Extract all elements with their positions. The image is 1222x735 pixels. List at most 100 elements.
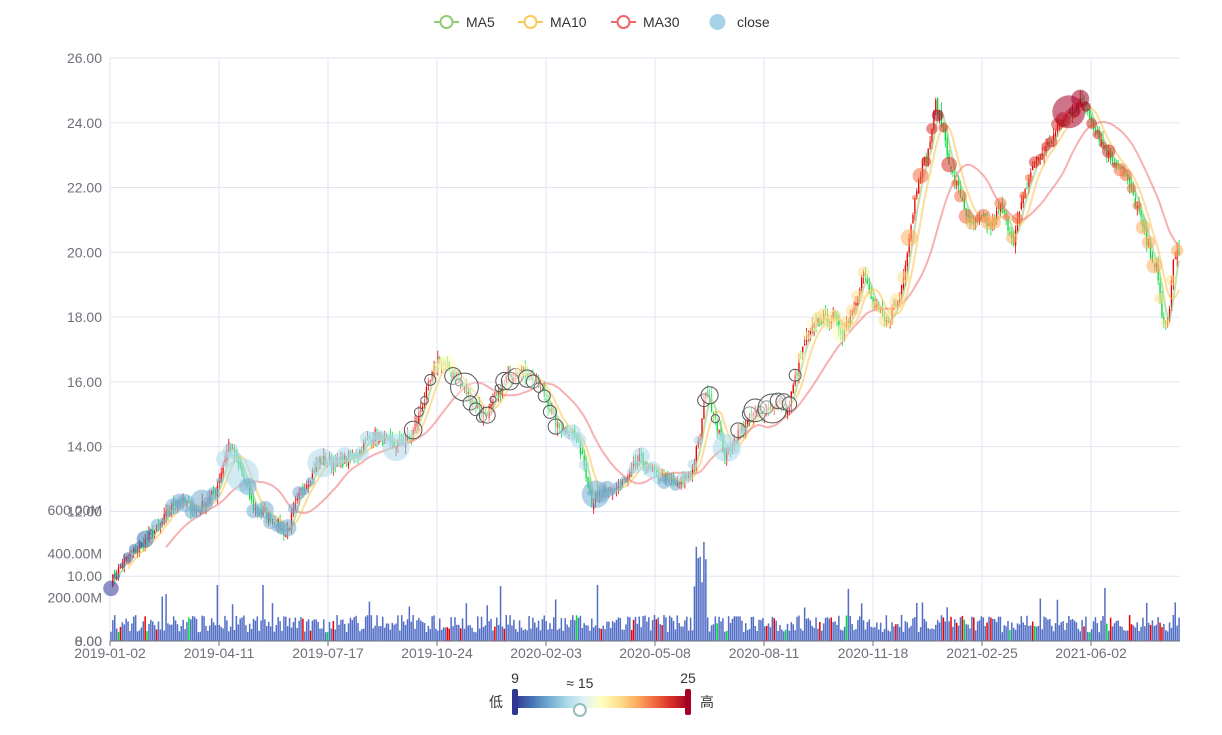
volume-bar <box>397 615 399 641</box>
volume-bar <box>1170 627 1173 641</box>
legend-item-ma10[interactable]: MA10 <box>518 14 587 30</box>
volume-bar <box>450 617 452 641</box>
volume-bar <box>336 615 338 641</box>
close-bubble <box>542 404 558 419</box>
volume-bar <box>773 618 775 641</box>
volume-bar <box>898 626 901 641</box>
volume-bar <box>724 631 726 641</box>
volume-bar <box>380 626 382 641</box>
volume-bar <box>1140 626 1142 641</box>
volume-bar <box>921 602 924 641</box>
volume-bar <box>1056 599 1059 641</box>
volume-bar <box>463 628 466 641</box>
volume-bar <box>1094 617 1097 641</box>
volume-bar <box>359 631 361 641</box>
volume-bar <box>205 625 207 641</box>
candle-body <box>414 423 416 432</box>
legend-label: close <box>737 14 770 30</box>
x-tick-label: 2019-10-24 <box>401 645 473 661</box>
visual-map[interactable]: 9 25 ≈ 15 低 高 <box>489 670 714 717</box>
volume-bar <box>528 616 530 641</box>
candle-body <box>541 387 544 390</box>
volume-bar <box>942 617 945 641</box>
volume-bar <box>119 626 122 641</box>
volume-bar <box>587 625 589 641</box>
candle-body <box>786 408 789 416</box>
candle-body <box>914 197 916 214</box>
candle-body <box>579 442 582 455</box>
volume-bar <box>138 630 141 641</box>
volume-bar <box>948 621 950 641</box>
volume-bar <box>885 615 888 641</box>
volume-bar <box>218 624 221 641</box>
volume-bar <box>608 621 610 641</box>
close-bubble <box>851 289 865 303</box>
legend-item-ma30[interactable]: MA30 <box>611 14 680 30</box>
visual-map-indicator[interactable] <box>572 703 587 717</box>
visual-map-current-value: ≈ 15 <box>566 675 593 691</box>
volume-bar <box>788 630 791 641</box>
volume-bar <box>427 625 430 641</box>
volume-bar <box>897 624 899 641</box>
legend[interactable]: MA5 MA10 MA30 close <box>434 14 770 30</box>
x-tick-label: 2021-06-02 <box>1055 645 1127 661</box>
candle-body <box>478 403 481 414</box>
legend-item-close[interactable]: close <box>709 14 770 30</box>
close-bubble <box>1161 318 1171 328</box>
volume-bar <box>974 630 977 641</box>
volume-bar <box>229 626 232 641</box>
close-bubble <box>1146 257 1163 274</box>
volume-bar <box>1119 626 1121 641</box>
volume-bar <box>245 625 247 641</box>
price-tick-label: 24.00 <box>67 115 102 131</box>
volume-bar <box>604 629 606 641</box>
close-bubble <box>700 386 719 405</box>
close-bubble <box>1080 101 1091 112</box>
candle-body <box>459 384 462 386</box>
volume-bar <box>414 628 416 641</box>
close-bubble <box>420 395 429 405</box>
volume-bar <box>619 617 622 641</box>
volume-bar <box>754 625 756 641</box>
candle-body <box>798 359 800 377</box>
visual-map-handle-high[interactable] <box>685 689 691 715</box>
volume-tick-label: 400.00M <box>48 546 102 562</box>
volume-bar <box>556 629 559 641</box>
volume-bar <box>1083 626 1085 641</box>
price-tick-label: 18.00 <box>67 309 102 325</box>
volume-bar <box>1166 631 1169 641</box>
candle-body <box>1007 220 1009 231</box>
moving-average-lines <box>117 100 1180 578</box>
candle-body <box>714 414 716 419</box>
volume-bar <box>891 622 893 641</box>
volume-bar <box>203 616 205 641</box>
volume-bar <box>1178 617 1180 641</box>
volume-bar <box>199 631 202 641</box>
close-bubble <box>424 373 437 386</box>
volume-bar <box>132 616 135 641</box>
candle-body <box>777 400 779 403</box>
volume-bar <box>866 622 869 641</box>
visual-map-handle-low[interactable] <box>512 689 518 715</box>
candle-body <box>809 330 812 336</box>
volume-bar <box>410 621 412 641</box>
volume-bar <box>290 627 293 641</box>
candle-body <box>296 498 298 501</box>
candle-body <box>1111 159 1114 162</box>
volume-bar <box>180 625 183 641</box>
volume-bar <box>207 630 209 641</box>
candle-body <box>716 421 718 431</box>
visual-map-low-label: 低 <box>489 694 503 710</box>
volume-bar <box>370 615 373 641</box>
volume-bar <box>744 623 747 641</box>
volume-bar <box>535 627 538 641</box>
volume-bar <box>729 622 732 641</box>
close-bubble <box>931 109 944 122</box>
candle-body <box>473 401 475 403</box>
volume-bar <box>146 630 148 641</box>
legend-item-ma5[interactable]: MA5 <box>434 14 495 30</box>
volume-bar <box>148 623 150 641</box>
x-tick-label: 2020-11-18 <box>838 645 909 661</box>
volume-bar <box>486 605 489 641</box>
